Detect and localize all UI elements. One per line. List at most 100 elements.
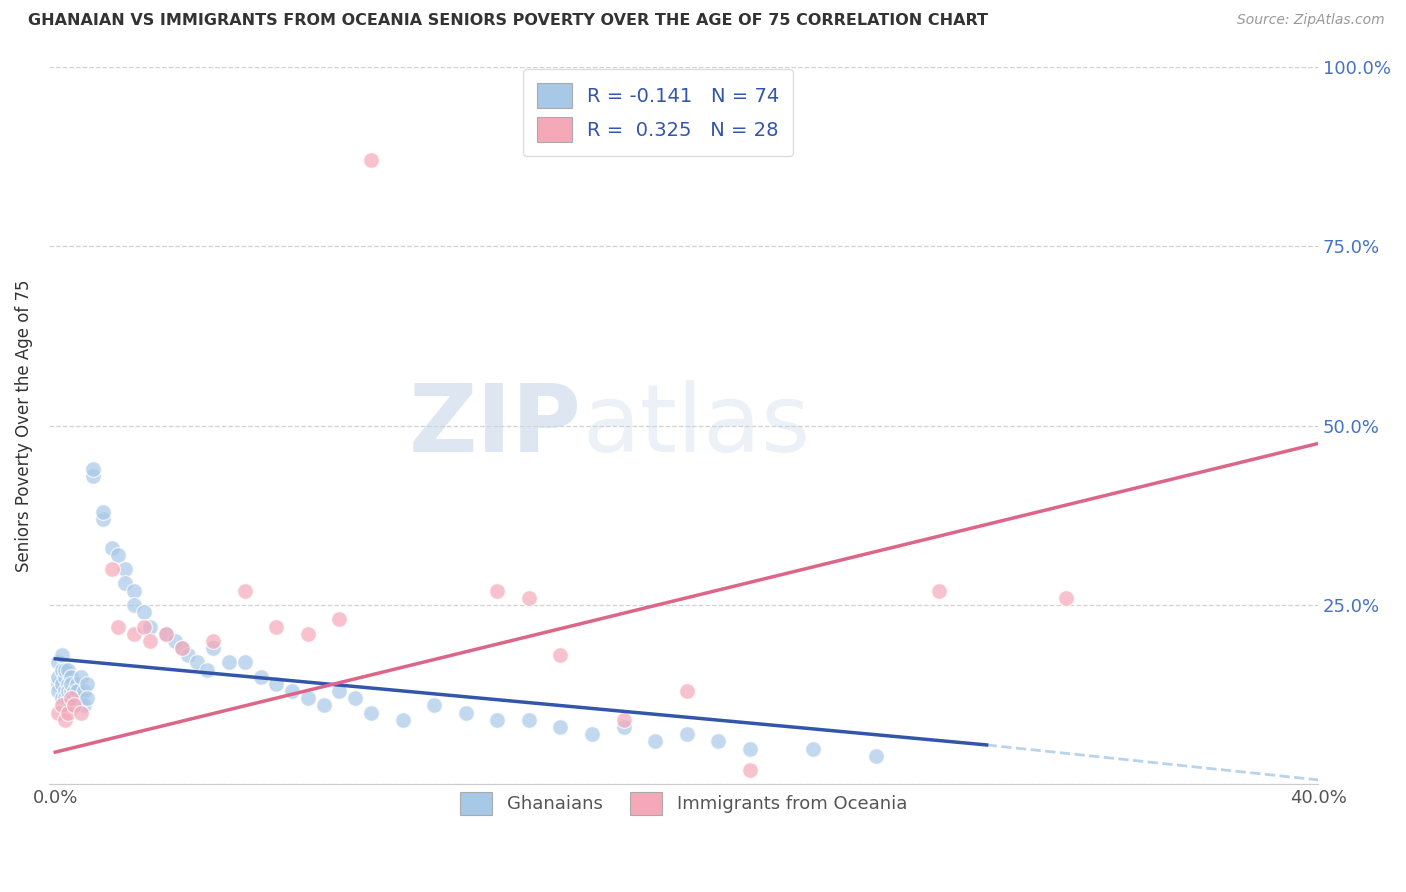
- Point: [454, 706, 477, 720]
- Point: [56, 684, 79, 698]
- Point: [53, 670, 76, 684]
- Point: [69, 670, 91, 684]
- Point: [66, 684, 89, 698]
- Point: [56, 677, 79, 691]
- Point: [69, 706, 91, 720]
- Point: [233, 656, 256, 670]
- Point: [122, 598, 145, 612]
- Point: [56, 706, 79, 720]
- Point: [60, 698, 83, 713]
- Point: [51, 698, 73, 713]
- Point: [132, 619, 155, 633]
- Point: [91, 512, 114, 526]
- Point: [107, 619, 129, 633]
- Point: [63, 691, 86, 706]
- Point: [312, 698, 335, 713]
- Point: [360, 153, 382, 167]
- Point: [51, 663, 73, 677]
- Point: [114, 562, 136, 576]
- Text: ZIP: ZIP: [409, 379, 582, 472]
- Point: [60, 684, 83, 698]
- Text: atlas: atlas: [582, 379, 810, 472]
- Point: [139, 619, 162, 633]
- Point: [550, 648, 572, 663]
- Point: [328, 612, 350, 626]
- Point: [56, 691, 79, 706]
- Point: [865, 748, 887, 763]
- Point: [53, 684, 76, 698]
- Point: [266, 677, 288, 691]
- Point: [550, 720, 572, 734]
- Point: [48, 656, 70, 670]
- Point: [423, 698, 446, 713]
- Point: [738, 763, 761, 777]
- Point: [63, 698, 86, 713]
- Point: [73, 698, 96, 713]
- Text: GHANAIAN VS IMMIGRANTS FROM OCEANIA SENIORS POVERTY OVER THE AGE OF 75 CORRELATI: GHANAIAN VS IMMIGRANTS FROM OCEANIA SENI…: [28, 13, 988, 29]
- Point: [613, 720, 636, 734]
- Point: [51, 677, 73, 691]
- Point: [51, 691, 73, 706]
- Point: [73, 684, 96, 698]
- Point: [48, 670, 70, 684]
- Point: [675, 727, 697, 741]
- Point: [155, 626, 177, 640]
- Legend: Ghanaians, Immigrants from Oceania: Ghanaians, Immigrants from Oceania: [449, 780, 918, 826]
- Point: [60, 677, 83, 691]
- Point: [297, 626, 319, 640]
- Point: [132, 605, 155, 619]
- Point: [114, 576, 136, 591]
- Point: [675, 684, 697, 698]
- Point: [281, 684, 304, 698]
- Point: [177, 648, 200, 663]
- Point: [233, 583, 256, 598]
- Point: [53, 691, 76, 706]
- Point: [139, 633, 162, 648]
- Point: [360, 706, 382, 720]
- Point: [48, 677, 70, 691]
- Point: [51, 648, 73, 663]
- Point: [91, 505, 114, 519]
- Point: [56, 663, 79, 677]
- Point: [76, 677, 98, 691]
- Text: Source: ZipAtlas.com: Source: ZipAtlas.com: [1237, 13, 1385, 28]
- Point: [266, 619, 288, 633]
- Point: [76, 691, 98, 706]
- Point: [60, 691, 83, 706]
- Point: [82, 461, 104, 475]
- Y-axis label: Seniors Poverty Over the Age of 75: Seniors Poverty Over the Age of 75: [15, 279, 32, 572]
- Point: [101, 541, 124, 555]
- Point: [122, 583, 145, 598]
- Point: [53, 663, 76, 677]
- Point: [101, 562, 124, 576]
- Point: [218, 656, 240, 670]
- Point: [391, 713, 413, 727]
- Point: [202, 633, 225, 648]
- Point: [517, 713, 540, 727]
- Point: [328, 684, 350, 698]
- Point: [122, 626, 145, 640]
- Point: [297, 691, 319, 706]
- Point: [249, 670, 271, 684]
- Point: [82, 468, 104, 483]
- Point: [707, 734, 730, 748]
- Point: [63, 684, 86, 698]
- Point: [155, 626, 177, 640]
- Point: [195, 663, 218, 677]
- Point: [202, 641, 225, 656]
- Point: [48, 684, 70, 698]
- Point: [486, 713, 509, 727]
- Point: [60, 670, 83, 684]
- Point: [344, 691, 367, 706]
- Point: [53, 713, 76, 727]
- Point: [1054, 591, 1077, 605]
- Point: [517, 591, 540, 605]
- Point: [170, 641, 193, 656]
- Point: [170, 641, 193, 656]
- Point: [613, 713, 636, 727]
- Point: [928, 583, 950, 598]
- Point: [486, 583, 509, 598]
- Point: [186, 656, 208, 670]
- Point: [801, 741, 824, 756]
- Point: [107, 548, 129, 562]
